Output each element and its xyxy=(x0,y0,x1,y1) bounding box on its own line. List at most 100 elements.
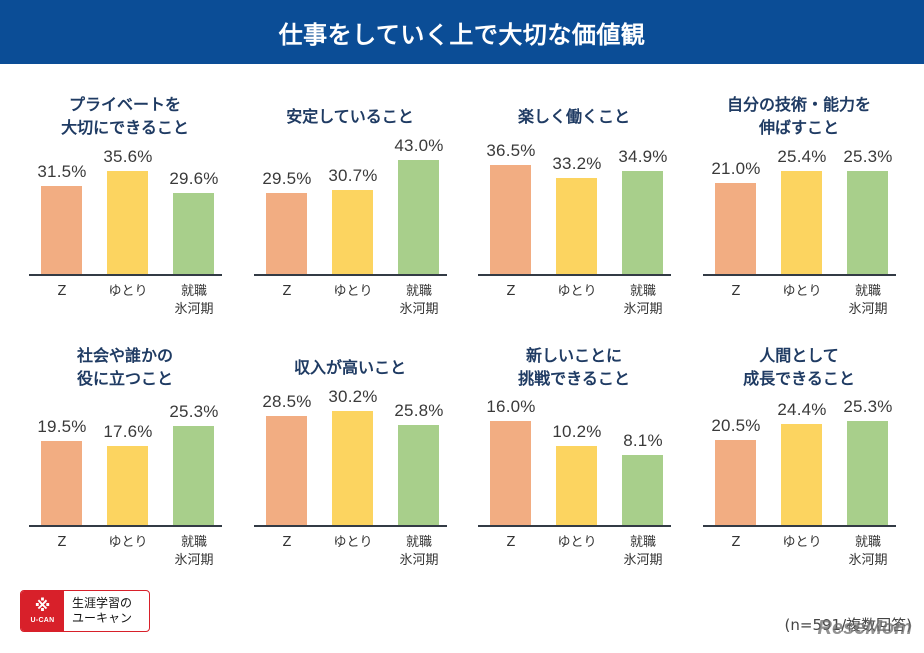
chart-title: 安定していること xyxy=(286,107,414,126)
watermark: ReseMom xyxy=(817,617,912,639)
category-label: ゆとり xyxy=(782,535,822,550)
bar xyxy=(332,190,373,274)
data-label: 25.4% xyxy=(777,146,827,166)
data-label: 17.6% xyxy=(103,421,153,441)
data-label: 35.6% xyxy=(103,146,153,166)
x-axis-line xyxy=(478,525,671,527)
data-label: 25.3% xyxy=(169,401,219,421)
data-label: 25.3% xyxy=(843,147,893,167)
x-axis-line xyxy=(703,274,896,276)
category-label: Z xyxy=(506,284,516,299)
data-label: 20.5% xyxy=(711,415,761,435)
bar xyxy=(556,177,597,274)
bar xyxy=(847,420,888,525)
chart-panel: 楽しく働くこと 36.5% Z 33.2% ゆとり 34.9% 就職 氷河期 xyxy=(469,85,679,335)
bar xyxy=(847,171,888,274)
x-axis-line xyxy=(254,525,447,527)
category-label: Z xyxy=(731,535,741,550)
data-label: 29.5% xyxy=(262,169,312,189)
data-label: 31.5% xyxy=(37,161,87,181)
data-label: 24.4% xyxy=(777,400,827,420)
bar xyxy=(490,164,531,274)
category-label: 就職 氷河期 xyxy=(848,535,888,568)
chart-panel: 安定していること 29.5% Z 30.7% ゆとり 43.0% 就職 氷河期 xyxy=(245,85,455,335)
bar xyxy=(173,192,214,274)
data-label: 25.3% xyxy=(843,396,893,416)
bar xyxy=(266,193,307,274)
bar xyxy=(266,416,307,525)
category-label: 就職 氷河期 xyxy=(399,535,439,568)
category-label: ゆとり xyxy=(557,535,597,550)
data-label: 19.5% xyxy=(37,417,87,437)
data-label: 25.8% xyxy=(394,400,444,420)
chart-panel: 収入が高いこと 28.5% Z 30.2% ゆとり 25.8% 就職 氷河期 xyxy=(245,336,455,586)
bar xyxy=(107,445,148,525)
bar xyxy=(490,421,531,525)
data-label: 43.0% xyxy=(394,136,444,156)
category-label: Z xyxy=(731,284,741,299)
chart-title: 収入が高いこと xyxy=(293,358,406,377)
data-label: 28.5% xyxy=(262,392,312,412)
category-label: 就職 氷河期 xyxy=(174,284,214,317)
bar xyxy=(622,455,663,525)
chart-panel: 自分の技術・能力を 伸ばすこと 21.0% Z 25.4% ゆとり 25.3% 就職 氷河期 xyxy=(694,85,904,335)
x-axis-line xyxy=(29,525,222,527)
bar xyxy=(173,425,214,525)
category-label: 就職 氷河期 xyxy=(623,284,663,317)
data-label: 30.2% xyxy=(328,386,378,406)
data-label: 8.1% xyxy=(623,431,663,451)
chart-panel: 社会や誰かの 役に立つこと 19.5% Z 17.6% ゆとり 25.3% 就職 氷河期 xyxy=(20,336,230,586)
x-axis-line xyxy=(254,274,447,276)
logo-mark: ※ U-CAN xyxy=(21,591,64,631)
data-label: 30.7% xyxy=(328,166,378,186)
chart-title: 社会や誰かの 役に立つこと xyxy=(76,346,173,388)
chart-title: 楽しく働くこと xyxy=(517,107,630,126)
chart-panel: 人間として 成長できること 20.5% Z 24.4% ゆとり 25.3% 就職 氷河期 xyxy=(694,336,904,586)
x-axis-line xyxy=(703,525,896,527)
data-label: 29.6% xyxy=(169,168,219,188)
category-label: Z xyxy=(57,535,67,550)
chart-title: プライベートを 大切にできること xyxy=(61,95,189,137)
ucan-emblem-icon: ※ xyxy=(34,596,51,615)
bar xyxy=(622,171,663,274)
category-label: Z xyxy=(282,284,292,299)
data-label: 33.2% xyxy=(552,153,602,173)
category-label: ゆとり xyxy=(782,284,822,299)
category-label: 就職 氷河期 xyxy=(848,284,888,317)
data-label: 16.0% xyxy=(486,397,536,417)
category-label: ゆとり xyxy=(333,535,373,550)
category-label: Z xyxy=(506,535,516,550)
logo-text: 生涯学習の ユーキャン xyxy=(72,596,133,625)
x-axis-line xyxy=(29,274,222,276)
bar xyxy=(398,424,439,525)
category-label: Z xyxy=(282,535,292,550)
bar xyxy=(41,185,82,274)
sample-note: (n=591/複数回答) xyxy=(784,616,912,634)
bar xyxy=(715,439,756,525)
logo-brand: U-CAN xyxy=(30,617,55,624)
bar xyxy=(715,183,756,274)
bar xyxy=(398,160,439,274)
data-label: 10.2% xyxy=(552,422,602,442)
category-label: Z xyxy=(57,284,67,299)
chart-title: 自分の技術・能力を 伸ばすこと xyxy=(726,95,871,137)
bar xyxy=(556,446,597,525)
data-label: 34.9% xyxy=(618,147,668,167)
bar xyxy=(781,170,822,274)
bar xyxy=(332,410,373,525)
chart-title: 人間として 成長できること xyxy=(743,346,855,388)
category-label: ゆとり xyxy=(108,535,148,550)
category-label: 就職 氷河期 xyxy=(623,535,663,568)
category-label: 就職 氷河期 xyxy=(174,535,214,568)
chart-panel: 新しいことに 挑戦できること 16.0% Z 10.2% ゆとり 8.1% 就職 氷河期 xyxy=(469,336,679,586)
data-label: 21.0% xyxy=(711,159,761,179)
bar xyxy=(107,170,148,274)
chart-title: 新しいことに 挑戦できること xyxy=(518,346,630,388)
x-axis-line xyxy=(478,274,671,276)
chart-panel: プライベートを 大切にできること 31.5% Z 35.6% ゆとり 29.6% 就職 氷河… xyxy=(20,85,230,335)
category-label: ゆとり xyxy=(108,284,148,299)
bar xyxy=(41,441,82,525)
header-banner: 仕事をしていく上で大切な価値観 xyxy=(0,0,924,64)
bar xyxy=(781,424,822,525)
ucan-logo: ※ U-CAN 生涯学習の ユーキャン xyxy=(20,590,150,632)
